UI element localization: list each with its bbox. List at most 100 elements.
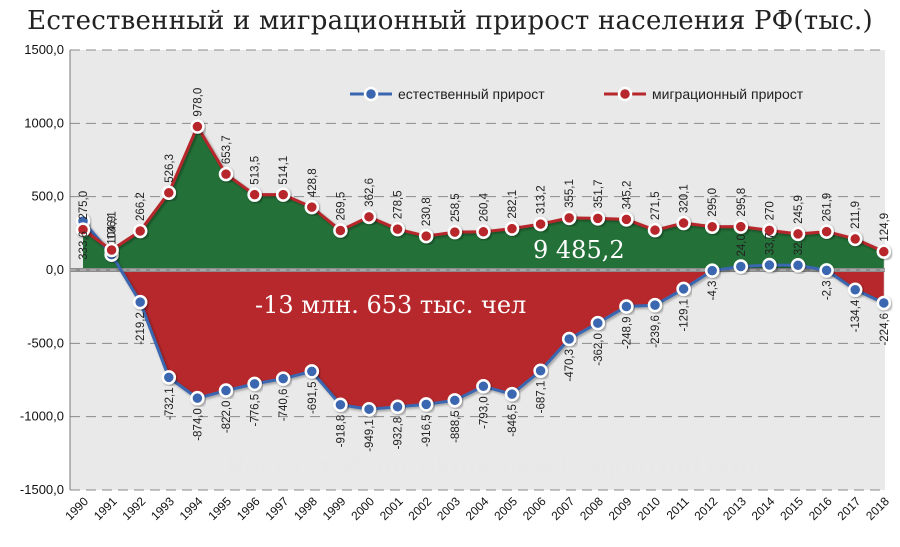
x-tick-label: 2017 [835,494,864,523]
natural-growth-point [361,401,377,417]
migration-growth-point [161,185,177,201]
watermark: Росстат © ourckina-new.livejournal.com [227,453,763,483]
migration-data-label: 258,5 [450,193,462,222]
natural-data-label: -4,3 [707,281,719,301]
migration-growth-area [83,126,884,270]
migration-data-label: 513,5 [250,156,262,185]
migration-data-label: 261,9 [822,193,834,222]
natural-data-label: 24,0 [736,234,748,256]
natural-data-label: -916,5 [421,414,433,447]
x-tick-label: 2011 [664,494,692,522]
migration-data-label: 260,4 [478,192,490,221]
migration-growth-point [390,221,405,237]
natural-growth-point [132,294,148,310]
x-tick-label: 2012 [692,494,721,523]
x-tick-label: 2009 [606,494,635,523]
migration-data-label: 278,5 [393,190,405,219]
natural-growth-area [83,221,884,410]
natural-data-label: -691,5 [307,381,319,414]
natural-growth-point [418,397,434,412]
x-tick-label: 2000 [348,494,377,523]
natural-growth-point [218,383,234,398]
migration-growth-point [361,209,377,225]
natural-growth-point [390,399,405,415]
migration-growth-point [819,224,834,239]
natural-total-annotation: -13 млн. 653 тыс. чел [255,291,526,319]
migration-growth-point [447,224,463,240]
natural-growth-point [762,257,777,273]
natural-data-label: -687,1 [536,381,548,414]
y-tick-label: 1000,0 [24,115,64,130]
migration-growth-point [333,223,348,238]
natural-data-label: -949,1 [364,419,376,452]
legend-label-natural: естественный прирост [398,86,545,102]
migration-growth-point [533,216,548,232]
migration-data-label: 320,1 [679,184,691,213]
y-tick-label: 0,0 [46,262,64,277]
natural-data-label: -918,8 [335,415,347,448]
natural-growth-point [704,263,720,278]
x-tick-label: 1996 [234,494,263,523]
natural-data-label: 333,6 [78,231,90,260]
natural-data-label: -822,0 [221,401,233,434]
migration-growth-point [190,119,205,134]
x-tick-label: 2008 [577,494,606,523]
migration-growth-point [75,222,91,237]
migration-growth-point [247,187,262,202]
migration-data-label: 245,9 [793,195,805,224]
x-tick-label: 2015 [777,494,806,523]
natural-data-label: -219,2 [135,312,147,345]
migration-growth-point [647,222,663,238]
migration-data-label: 978,0 [192,88,204,117]
x-tick-label: 1997 [263,494,292,523]
migration-data-label: 653,7 [221,135,233,164]
y-tick-label: -1500,0 [20,482,64,497]
natural-growth-point [161,370,177,385]
x-tick-label: 1991 [91,494,120,523]
natural-growth-point [504,386,520,402]
natural-data-label: -248,9 [621,317,633,350]
natural-data-label: -362,0 [593,333,605,366]
migration-data-label: 313,2 [536,185,548,214]
y-tick-label: 1500,0 [24,42,64,57]
natural-growth-point [247,376,262,392]
x-tick-label: 1995 [205,494,234,523]
natural-data-label: -793,0 [478,396,490,429]
migration-data-label: 295,8 [736,188,748,217]
natural-growth-point [476,379,491,394]
migration-growth-point [418,228,434,244]
migration-growth-point [132,223,148,239]
x-tick-label: 2016 [806,494,835,523]
legend-marker-migration [617,86,633,102]
migration-growth-point [275,187,291,202]
migration-growth-point [676,215,691,231]
legend: естественный прирост миграционный прирост [350,86,804,102]
migration-data-label: 269,5 [335,192,347,221]
natural-growth-point [647,297,663,313]
migration-data-label: 271,5 [650,191,662,220]
migration-data-label: 230,8 [421,197,433,226]
migration-data-label: 136,1 [107,211,119,240]
migration-growth-point [619,212,634,227]
migration-data-label: 351,7 [593,180,605,209]
x-tick-label: 2002 [406,494,435,523]
x-tick-label: 2004 [463,494,492,523]
legend-label-migration: миграционный прирост [652,86,804,102]
natural-data-label: -224,6 [879,313,891,346]
migration-data-label: 428,8 [307,168,319,197]
y-tick-label: -500,0 [27,335,64,350]
migration-data-label: 526,3 [164,154,176,183]
natural-data-label: -732,1 [164,387,176,420]
migration-data-label: 514,1 [278,156,290,185]
migration-growth-point [590,211,606,226]
natural-data-label: -846,5 [507,404,519,437]
natural-data-label: 32 [793,243,805,256]
x-tick-label: 2013 [720,494,749,523]
natural-growth-point [619,299,634,314]
x-tick-label: 2006 [520,494,549,523]
migration-growth-point [476,224,491,240]
natural-growth-point [561,331,577,347]
x-tick-label: 1998 [291,494,320,523]
migration-growth-point [762,223,777,238]
natural-data-label: 104,9 [107,216,119,245]
